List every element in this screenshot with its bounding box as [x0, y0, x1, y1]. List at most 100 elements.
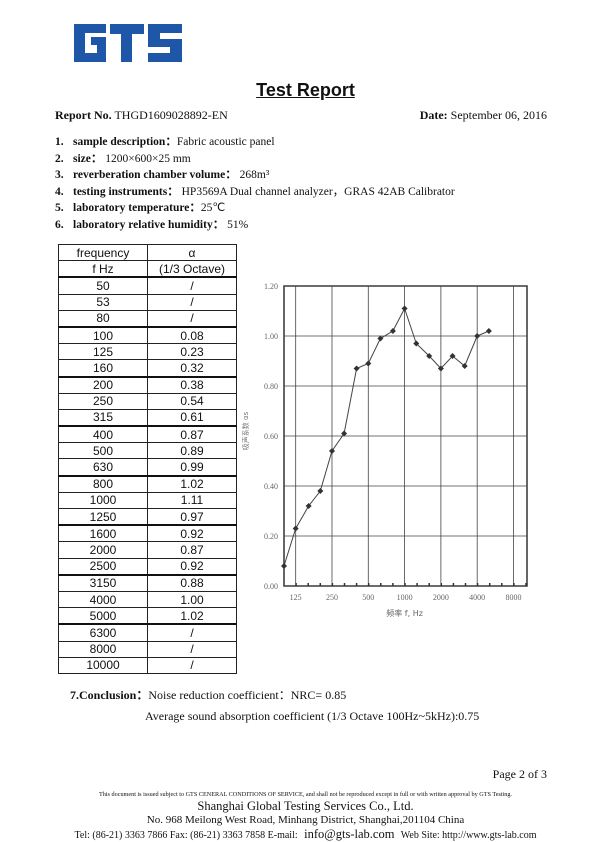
x-tick-label: 8000: [505, 593, 521, 602]
frequency-cell: 2000: [58, 541, 148, 559]
y-tick-label: 1.20: [264, 282, 278, 291]
table-row: 125 0.23: [58, 343, 237, 361]
absorption-chart: 0.00 0.20 0.40 0.60 0.80 1.00 1.20 125 250 500 100…: [241, 282, 528, 618]
data-point: [292, 525, 299, 532]
table-row: 2500 0.92: [58, 557, 237, 576]
table-row: 50/: [58, 276, 237, 295]
table-row: 500 0.89: [58, 442, 237, 460]
frequency-cell: 125: [58, 343, 148, 361]
series-line: [283, 307, 490, 567]
frequency-cell: 1000: [58, 491, 148, 510]
list-item: 3. reverberation chamber volume： 268m³: [55, 169, 270, 181]
table-row: 630 0.99: [58, 458, 237, 477]
contact-line: Tel: (86-21) 3363 7866 Fax: (86-21) 3363…: [0, 827, 611, 842]
frequency-cell: 400: [58, 425, 148, 444]
absorption-table: frequency α f Hz (1/3 Octave) 50/53/80/100 0.…: [58, 243, 237, 674]
alpha-cell: 0.38: [147, 375, 237, 394]
table-row: frequency α: [58, 243, 237, 262]
table-row: 1600 0.92: [58, 524, 237, 543]
alpha-cell: 0.08: [147, 325, 237, 345]
data-point: [328, 448, 335, 454]
table-row: 10000/: [58, 656, 237, 674]
list-item: 5. laboratory temperature：25℃: [55, 202, 226, 214]
page-number: Page 2 of 3: [492, 767, 547, 781]
frequency-cell: 10000: [58, 656, 148, 674]
alpha-cell: α: [147, 243, 237, 262]
x-tick-label: 125: [290, 593, 302, 602]
contact-website: Web Site: http://www.gts-lab.com: [398, 830, 537, 841]
frequency-cell: 4000: [58, 590, 148, 609]
contact-phone-fax: Tel: (86-21) 3363 7866 Fax: (86-21) 3363…: [74, 830, 301, 841]
x-tick-label: 2000: [433, 593, 449, 602]
frequency-cell: 80: [58, 309, 148, 328]
report-number: Report No. THGD1609028892-EN: [55, 108, 228, 122]
test-conditions-list: 1. sample description：Fabric acoustic pan…: [55, 134, 455, 233]
frequency-cell: 100: [58, 325, 148, 345]
x-tick-label: 250: [326, 593, 338, 602]
list-item: 2. size： 1200×600×25 mm: [55, 152, 191, 165]
frequency-cell: 800: [58, 474, 148, 493]
frequency-cell: frequency: [58, 243, 148, 262]
data-point: [389, 328, 396, 334]
x-axis-label: 频率 f, Hz: [386, 608, 423, 618]
frequency-cell: 8000: [58, 640, 148, 658]
table-row: 250 0.54: [58, 392, 237, 410]
table-row: 6300/: [58, 623, 237, 642]
alpha-cell: /: [147, 623, 237, 642]
alpha-cell: (1/3 Octave): [147, 260, 237, 278]
table-row: 5000 1.02: [58, 607, 237, 625]
table-row: 160 0.32: [58, 359, 237, 377]
x-tick-label: 1000: [397, 593, 413, 602]
alpha-cell: 0.87: [147, 541, 237, 559]
table-row: 8000/: [58, 640, 237, 658]
alpha-cell: 1.00: [147, 590, 237, 609]
alpha-cell: /: [147, 309, 237, 328]
alpha-cell: /: [147, 293, 237, 311]
table-row: f Hz (1/3 Octave): [58, 260, 237, 278]
table-row: 315 0.61: [58, 408, 237, 427]
page-title: Test Report: [256, 80, 355, 100]
data-point: [426, 353, 433, 359]
alpha-cell: 0.54: [147, 392, 237, 410]
list-item: 4. testing instruments： HP3569A Dual chan…: [55, 185, 455, 198]
frequency-cell: 3150: [58, 573, 148, 592]
data-point: [437, 365, 444, 372]
table-row: 3150 0.88: [58, 573, 237, 592]
email-link[interactable]: info@gts-lab.com: [304, 827, 395, 841]
data-point: [485, 328, 492, 334]
data-point: [341, 430, 348, 437]
x-tick-label: 4000: [469, 593, 485, 602]
y-tick-label: 0.20: [264, 532, 278, 541]
table-row: 1000 1.11: [58, 491, 237, 510]
table-row: 100 0.08: [58, 325, 237, 345]
frequency-cell: 200: [58, 375, 148, 394]
frequency-cell: 50: [58, 276, 148, 295]
alpha-cell: 1.11: [147, 491, 237, 510]
y-tick-label: 1.00: [264, 332, 278, 341]
table-row: 200 0.38: [58, 375, 237, 394]
frequency-cell: 1250: [58, 508, 148, 526]
alpha-cell: /: [147, 276, 237, 295]
data-point: [413, 340, 420, 347]
y-tick-label: 0.80: [264, 382, 278, 391]
alpha-cell: 0.97: [147, 508, 237, 526]
data-point: [365, 360, 372, 367]
x-tick-label: 500: [362, 593, 374, 602]
alpha-cell: 1.02: [147, 474, 237, 493]
alpha-cell: 0.87: [147, 425, 237, 444]
table-row: 2000 0.87: [58, 541, 237, 559]
frequency-cell: 630: [58, 458, 148, 477]
frequency-cell: 315: [58, 408, 148, 427]
table-row: 1250 0.97: [58, 508, 237, 526]
frequency-cell: 1600: [58, 524, 148, 543]
data-point: [305, 503, 312, 509]
alpha-cell: 0.99: [147, 458, 237, 477]
data-point: [474, 333, 481, 339]
gts-logo: [74, 24, 182, 62]
alpha-cell: /: [147, 640, 237, 658]
alpha-cell: 0.61: [147, 408, 237, 427]
list-item: 6. laboratory relative humidity： 51%: [55, 218, 249, 231]
frequency-cell: 500: [58, 442, 148, 460]
y-tick-label: 0.60: [264, 432, 278, 441]
alpha-cell: 0.32: [147, 359, 237, 377]
